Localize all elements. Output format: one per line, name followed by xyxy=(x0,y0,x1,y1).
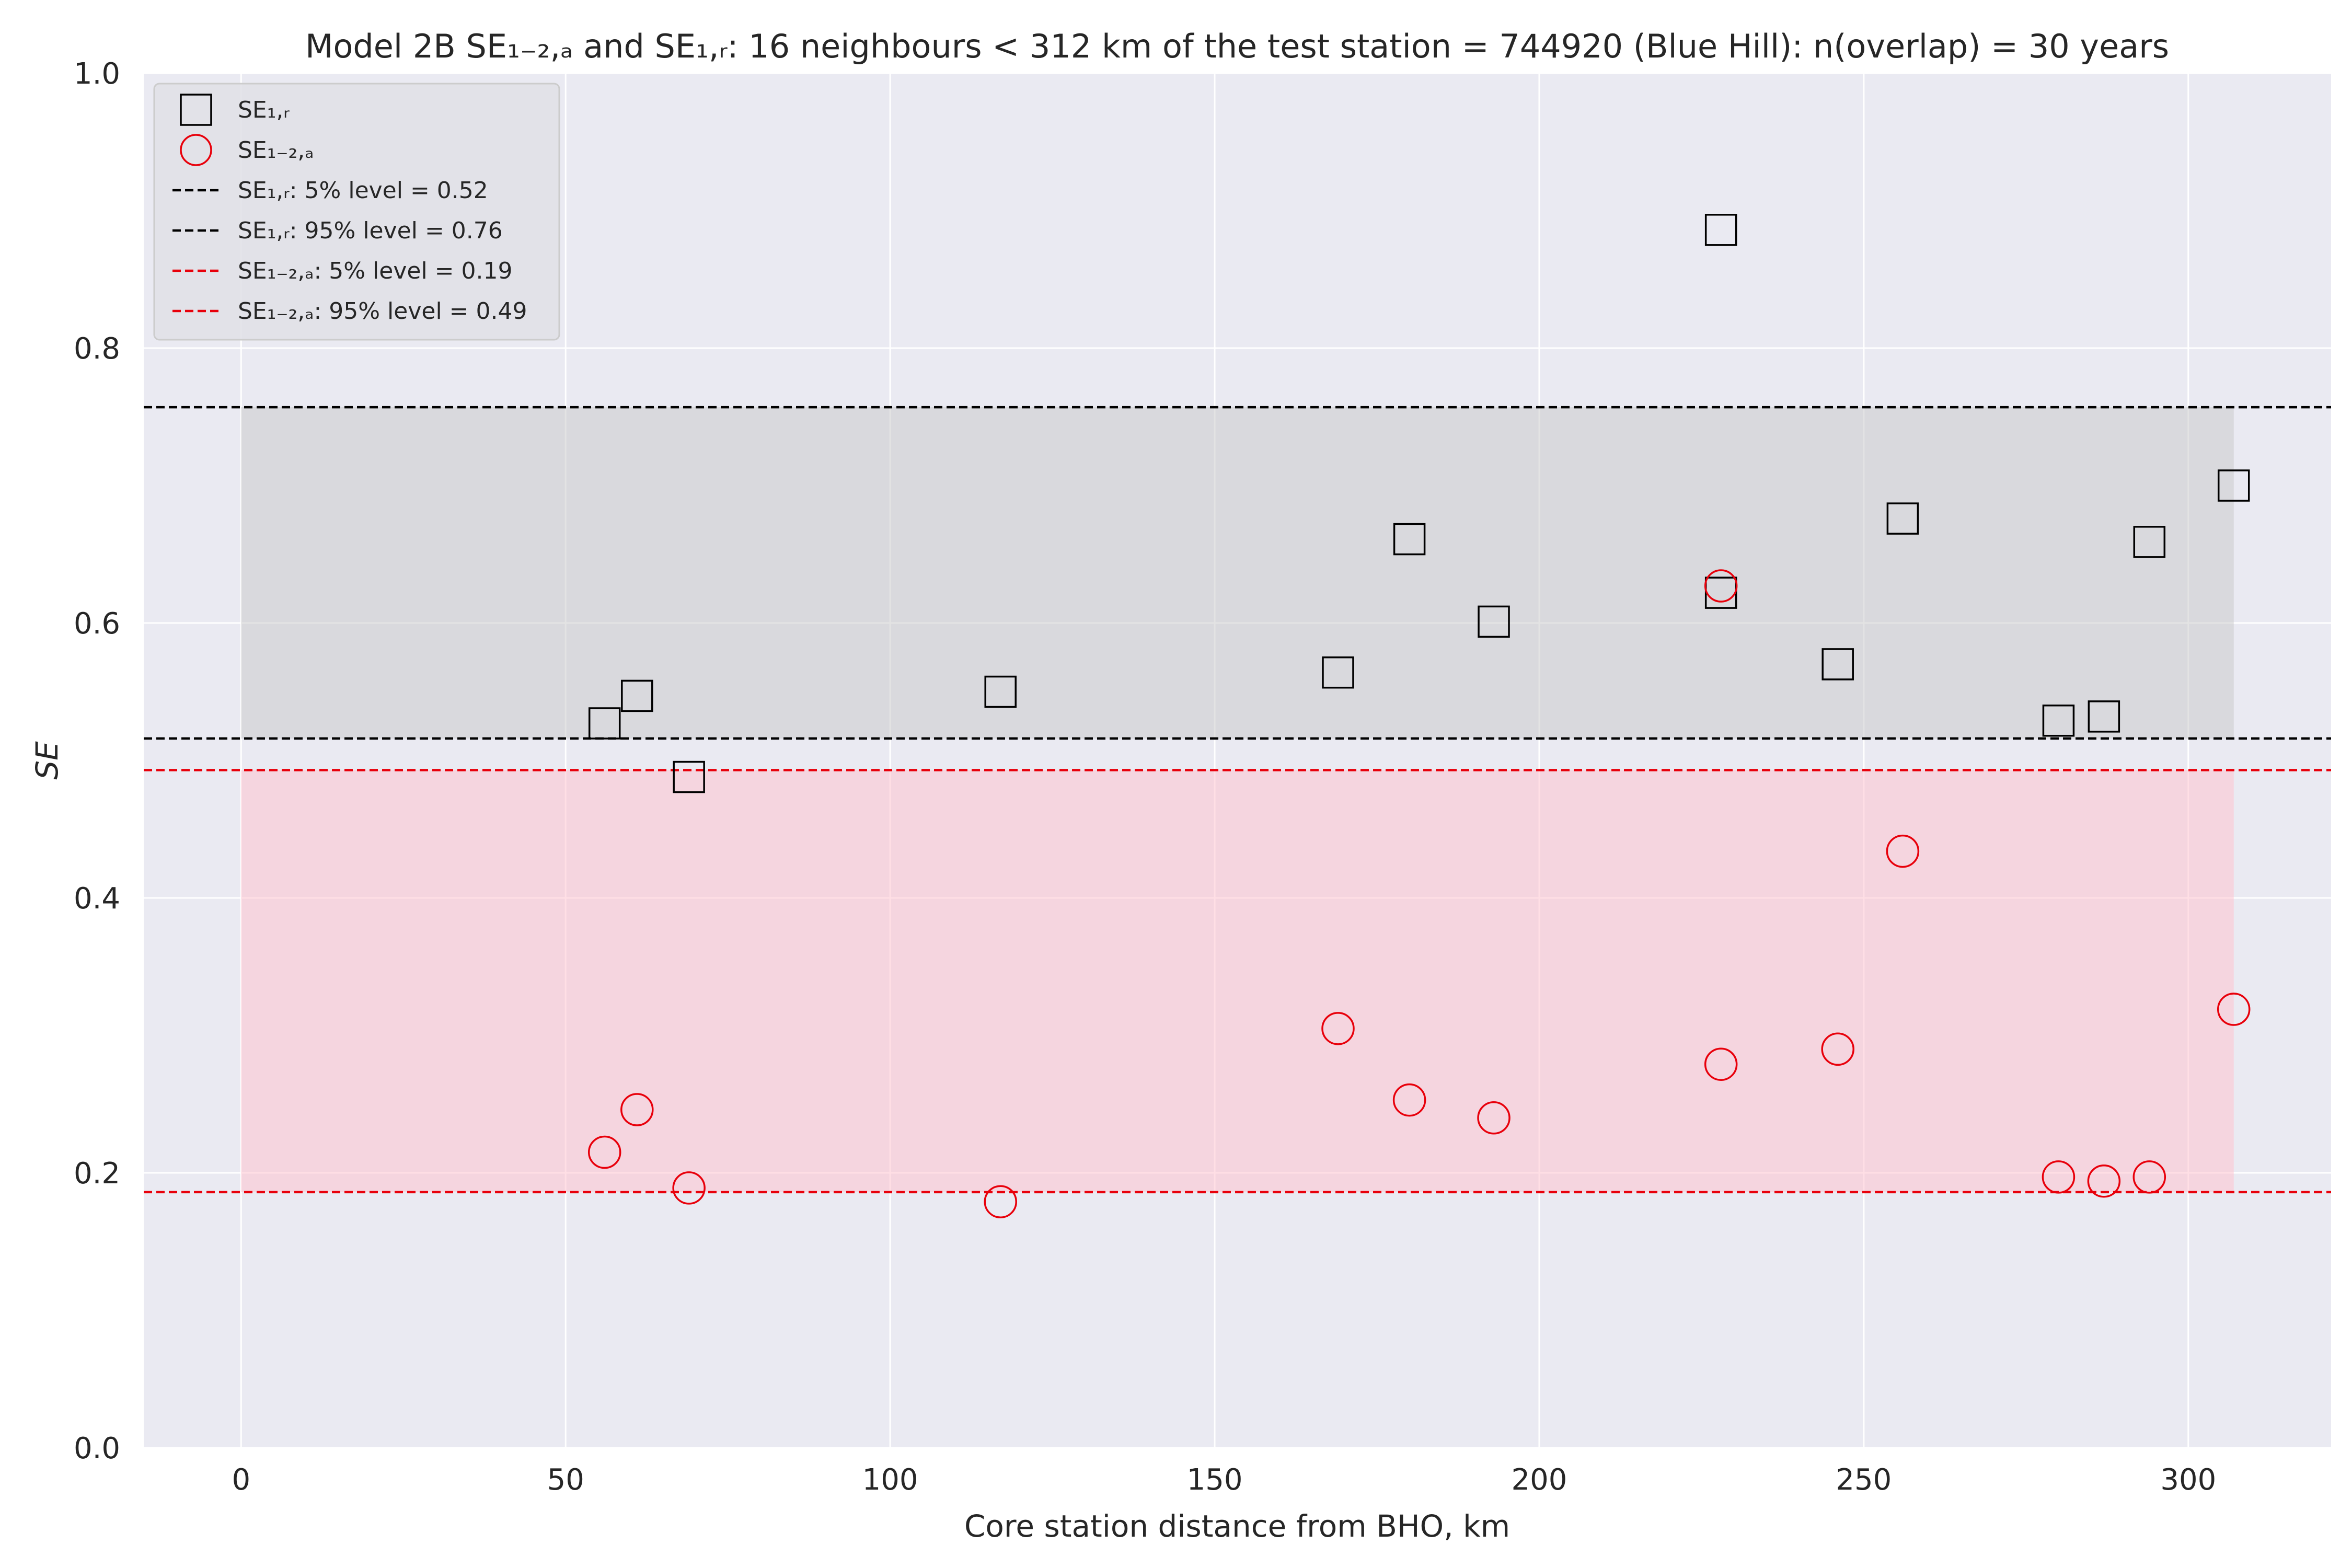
legend-label: SE₁₋₂,ₐ: 95% level = 0.49 xyxy=(238,298,527,325)
se1r-range-band xyxy=(241,407,2234,739)
y-tick-label: 0.6 xyxy=(74,607,120,641)
y-tick-label: 0.2 xyxy=(74,1157,120,1191)
y-tick-label: 1.0 xyxy=(74,57,120,91)
y-tick-label: 0.0 xyxy=(74,1432,120,1466)
square-point xyxy=(588,707,621,740)
x-tick-label: 50 xyxy=(547,1463,584,1497)
square-point xyxy=(984,675,1017,708)
x-tick-label: 250 xyxy=(1836,1463,1892,1497)
square-point xyxy=(1478,605,1510,638)
legend-circle-marker xyxy=(180,134,212,166)
square-point xyxy=(673,760,705,793)
y-tick-label: 0.4 xyxy=(74,882,120,916)
x-tick-label: 200 xyxy=(1512,1463,1567,1497)
circle-point xyxy=(1886,834,1920,868)
x-tick-label: 100 xyxy=(862,1463,918,1497)
square-point xyxy=(1886,502,1919,535)
square-point xyxy=(1704,214,1737,246)
circle-point xyxy=(2132,1160,2166,1194)
x-tick-label: 0 xyxy=(232,1463,250,1497)
y-tick-label: 0.8 xyxy=(74,332,120,366)
square-point xyxy=(2088,700,2120,733)
circle-point xyxy=(2042,1160,2076,1194)
circle-point xyxy=(984,1185,1017,1218)
x-axis-label: Core station distance from BHO, km xyxy=(964,1508,1510,1544)
circle-point xyxy=(1477,1101,1511,1135)
tick-labels: 0 50 100 150 200 250 300 0.0 0.2 0.4 0.6 0.8 1.0 xyxy=(74,57,2216,1497)
circle-point xyxy=(1321,1012,1355,1045)
x-tick-label: 150 xyxy=(1187,1463,1243,1497)
circle-point xyxy=(1704,569,1738,603)
square-point xyxy=(2133,526,2166,558)
legend-label: SE₁₋₂,ₐ xyxy=(238,137,314,164)
data-points xyxy=(587,214,2251,1218)
chart-title: Model 2B SE₁₋₂,ₐ and SE₁,ᵣ: 16 neighbour… xyxy=(305,27,2169,65)
circle-point xyxy=(2087,1165,2121,1198)
circle-point xyxy=(2217,993,2251,1026)
reference-lines xyxy=(144,406,2331,1194)
legend: SE₁,ᵣ SE₁₋₂,ₐ SE₁,ᵣ: 5% level = 0.52 SE₁,ᵣ:… xyxy=(153,83,560,341)
circle-point xyxy=(1704,1047,1738,1081)
square-point xyxy=(1322,656,1354,689)
legend-label: SE₁₋₂,ₐ: 5% level = 0.19 xyxy=(238,258,513,284)
x-tick-label: 300 xyxy=(2160,1463,2216,1497)
square-point xyxy=(2217,469,2250,502)
circle-point xyxy=(1392,1083,1426,1117)
circle-point xyxy=(620,1093,654,1126)
square-point xyxy=(621,679,653,712)
square-point xyxy=(1704,577,1737,609)
square-point xyxy=(2042,704,2075,737)
legend-square-marker xyxy=(180,94,212,126)
legend-box xyxy=(153,83,560,341)
square-point xyxy=(1393,523,1426,556)
circle-point xyxy=(672,1171,706,1205)
legend-label: SE₁,ᵣ: 95% level = 0.76 xyxy=(238,217,503,244)
circle-point xyxy=(587,1135,621,1169)
se12a-range-band xyxy=(241,770,2234,1192)
legend-label: SE₁,ᵣ: 5% level = 0.52 xyxy=(238,177,488,204)
circle-point xyxy=(1821,1032,1854,1066)
square-point xyxy=(1821,648,1854,681)
bands xyxy=(241,407,2234,1192)
legend-label: SE₁,ᵣ xyxy=(238,97,290,123)
y-axis-label: SE xyxy=(29,741,65,780)
